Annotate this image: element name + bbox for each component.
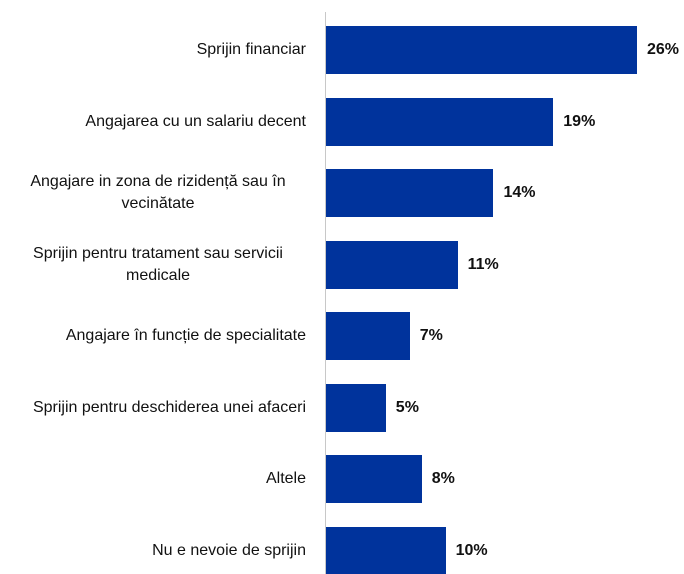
- category-label: Nu e nevoie de sprijin: [6, 540, 306, 562]
- category-label-text: Sprijin financiar: [196, 41, 306, 58]
- value-label: 8%: [431, 470, 455, 487]
- bar: [326, 26, 637, 74]
- category-label-text: Sprijin pentru tratament sau servicii me…: [33, 244, 283, 284]
- category-label-text: Angajare in zona de rizidență sau în vec…: [30, 173, 286, 212]
- category-label: Sprijin pentru tratament sau servicii me…: [6, 243, 306, 287]
- bar: [326, 455, 422, 503]
- bar: [326, 169, 494, 217]
- axis-line: [325, 12, 326, 574]
- bar: [326, 240, 458, 289]
- category-label-text: Angajarea cu un salariu decent: [85, 112, 306, 130]
- category-label: Sprijin pentru deschiderea unei afaceri: [6, 397, 306, 419]
- category-label-text: Altele: [265, 470, 306, 487]
- category-label: Angajarea cu un salariu decent: [6, 111, 306, 133]
- bar: [326, 97, 554, 146]
- category-label: Sprijin financiar: [6, 39, 306, 61]
- value-label: 7%: [419, 327, 443, 344]
- category-label: Angajare în funcție de specialitate: [6, 325, 306, 347]
- category-label: Altele: [6, 468, 306, 490]
- category-label: Angajare in zona de rizidență sau în vec…: [6, 171, 306, 215]
- value-label: 5%: [395, 398, 419, 416]
- value-label: 10%: [455, 541, 488, 559]
- value-label: 26%: [647, 41, 680, 58]
- category-label-text: Angajare în funcție de specialitate: [65, 327, 306, 344]
- value-label: 14%: [503, 184, 536, 201]
- value-label: 11%: [467, 255, 499, 273]
- category-label-text: Sprijin pentru deschiderea unei afaceri: [32, 398, 306, 416]
- bar: [326, 383, 386, 432]
- bar: [326, 312, 410, 360]
- value-label: 19%: [563, 112, 596, 130]
- bar: [326, 526, 446, 574]
- category-label-text: Nu e nevoie de sprijin: [152, 541, 306, 559]
